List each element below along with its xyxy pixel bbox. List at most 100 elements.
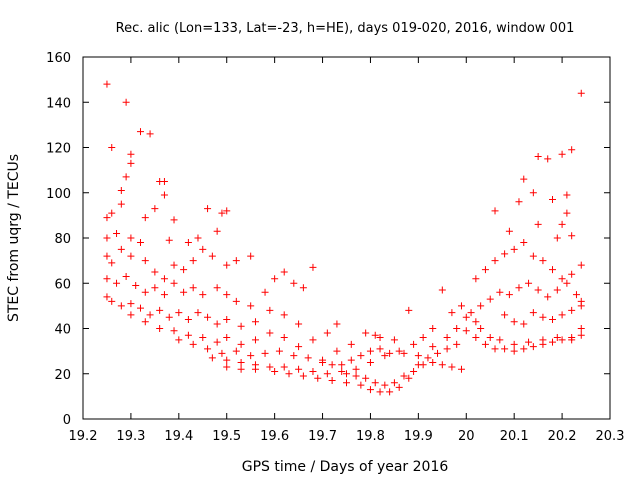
data-point [520, 239, 528, 247]
data-point [371, 331, 379, 339]
data-point [357, 352, 365, 360]
data-point [299, 284, 307, 292]
data-point [357, 381, 365, 389]
plot-frame [82, 56, 611, 420]
x-tick-label: 19.4 [164, 429, 193, 444]
x-tick-label: 19.9 [404, 429, 433, 444]
data-point [352, 372, 360, 380]
data-point [232, 297, 240, 305]
data-point [419, 361, 427, 369]
data-point [323, 370, 331, 378]
data-point [247, 252, 255, 260]
y-tick-label: 20 [54, 368, 71, 383]
data-point [563, 191, 571, 199]
data-point [438, 361, 446, 369]
data-point [199, 245, 207, 253]
data-point [481, 340, 489, 348]
data-point [539, 313, 547, 321]
y-tick-label: 80 [54, 232, 71, 247]
data-point [295, 343, 303, 351]
data-point [443, 345, 451, 353]
data-point [386, 388, 394, 396]
data-point [117, 302, 125, 310]
data-point [390, 336, 398, 344]
y-tick-label: 160 [46, 51, 71, 66]
data-point [505, 291, 513, 299]
data-point [295, 365, 303, 373]
data-point [505, 227, 513, 235]
data-point [136, 239, 144, 247]
data-point [467, 309, 475, 317]
data-point [275, 347, 283, 355]
data-point [558, 150, 566, 158]
data-point [553, 334, 561, 342]
data-point [381, 381, 389, 389]
data-point [405, 306, 413, 314]
data-point [549, 266, 557, 274]
y-axis-label: STEC from uqrg / TECUs [6, 154, 22, 322]
data-point [572, 291, 580, 299]
data-point [390, 379, 398, 387]
data-point [204, 345, 212, 353]
data-point [204, 313, 212, 321]
data-point [333, 320, 341, 328]
data-point [309, 367, 317, 375]
data-point [122, 272, 130, 280]
data-point [160, 191, 168, 199]
data-point [189, 284, 197, 292]
data-point [472, 334, 480, 342]
data-point [568, 334, 576, 342]
data-point [127, 234, 135, 242]
data-point [213, 284, 221, 292]
data-point [232, 257, 240, 265]
data-point [127, 300, 135, 308]
data-point [491, 257, 499, 265]
data-point [266, 306, 274, 314]
data-points [103, 80, 585, 396]
data-point [170, 216, 178, 224]
data-point [218, 209, 226, 217]
data-point [189, 340, 197, 348]
data-point [146, 311, 154, 319]
data-point [290, 279, 298, 287]
data-point [510, 347, 518, 355]
data-point [501, 311, 509, 319]
y-tick-label: 60 [54, 277, 71, 292]
data-point [472, 318, 480, 326]
data-point [127, 311, 135, 319]
data-point [117, 200, 125, 208]
data-point [170, 261, 178, 269]
data-point [295, 320, 303, 328]
data-point [122, 98, 130, 106]
data-point [529, 189, 537, 197]
data-point [271, 275, 279, 283]
data-point [544, 155, 552, 163]
data-point [486, 334, 494, 342]
data-point [108, 297, 116, 305]
data-point [175, 309, 183, 317]
data-point [314, 374, 322, 382]
data-point [160, 275, 168, 283]
data-point [151, 284, 159, 292]
data-point [223, 207, 231, 215]
data-point [453, 325, 461, 332]
data-point [103, 275, 111, 283]
data-point [237, 322, 245, 330]
data-point [223, 356, 231, 364]
data-point [146, 130, 154, 138]
y-tick-label: 120 [46, 142, 71, 157]
data-point [376, 345, 384, 353]
data-point [501, 345, 509, 353]
data-point [285, 370, 293, 378]
data-point [568, 270, 576, 278]
data-point [165, 236, 173, 244]
data-point [127, 159, 135, 167]
data-point [156, 306, 164, 314]
x-tick-label: 19.8 [356, 429, 385, 444]
data-point [577, 89, 585, 97]
data-point [170, 279, 178, 287]
data-point [529, 343, 537, 351]
data-point [103, 80, 111, 88]
data-point [160, 177, 168, 185]
data-point [194, 309, 202, 317]
